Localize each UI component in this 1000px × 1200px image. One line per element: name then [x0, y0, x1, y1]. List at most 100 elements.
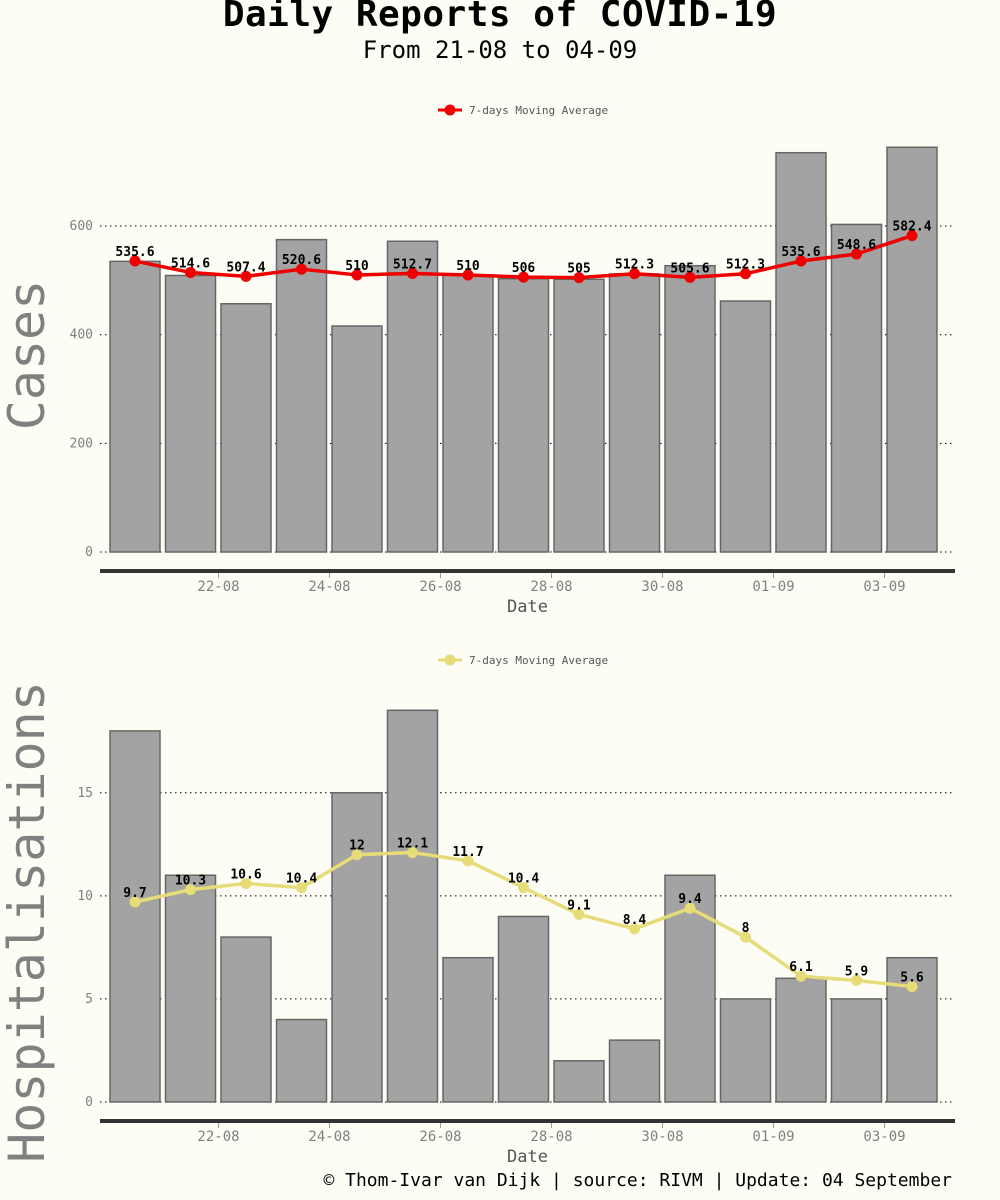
ma-point-25-08 [351, 849, 363, 861]
x-tick-label: 24-08 [308, 1129, 350, 1145]
y-axis-label: Hospitalisations [0, 681, 56, 1163]
ma-point-30-08 [629, 923, 640, 935]
ma-point-28-08 [518, 271, 529, 283]
ma-data-label: 12 [349, 839, 365, 854]
ma-data-label: 507.4 [226, 260, 265, 275]
page-title: Daily Reports of COVID-19 [222, 0, 778, 35]
y-tick-label: 200 [70, 436, 93, 451]
ma-point-27-08 [462, 269, 474, 281]
ma-data-label: 505 [567, 262, 590, 277]
ma-data-label: 8 [742, 921, 750, 936]
bar-21-08 [109, 730, 161, 1103]
x-tick-label: 28-08 [530, 579, 572, 595]
ma-data-label: 535.6 [781, 245, 820, 260]
ma-point-01-09 [740, 268, 751, 280]
bar-22-08 [164, 274, 217, 553]
ma-point-29-08 [573, 908, 585, 920]
ma-point-01-09 [740, 931, 751, 943]
x-tick-label: 03-09 [863, 579, 905, 595]
ma-data-label: 520.6 [282, 253, 321, 268]
ma-data-label: 5.9 [845, 964, 868, 979]
ma-data-label: 506 [512, 261, 536, 276]
x-tick-label: 22-08 [197, 579, 239, 595]
ma-data-label: 9.7 [123, 886, 146, 901]
ma-data-label: 10.6 [230, 867, 261, 882]
ma-data-label: 9.1 [567, 898, 591, 913]
ma-data-label: 514.6 [171, 256, 210, 271]
bar-21-08 [109, 260, 161, 553]
ma-data-label: 11.7 [452, 845, 483, 860]
bar-30-08 [608, 1039, 661, 1103]
bar-28-08 [497, 277, 550, 553]
bar-28-08 [497, 915, 550, 1103]
ma-data-label: 10.4 [508, 872, 539, 887]
ma-point-30-08 [629, 268, 640, 280]
bar-03-09 [830, 223, 883, 553]
ma-data-label: 582.4 [892, 220, 931, 235]
ma-data-label: 510 [345, 259, 369, 274]
bar-24-08 [275, 238, 328, 553]
ma-point-28-08 [518, 882, 529, 894]
ma-point-31-08 [684, 902, 696, 914]
y-tick-label: 10 [77, 889, 93, 904]
bar-22-08 [164, 874, 217, 1103]
bar-30-08 [608, 273, 661, 553]
x-tick-label: 30-08 [641, 579, 683, 595]
x-tick-label: 26-08 [419, 579, 461, 595]
bar-31-08 [664, 264, 716, 553]
footer-credits: © Thom-Ivar van Dijk | source: RIVM | Up… [323, 1170, 952, 1191]
bar-27-08 [442, 274, 494, 553]
ma-point-25-08 [351, 269, 363, 281]
page-subtitle: From 21-08 to 04-09 [362, 36, 638, 64]
hospitalisations-chart: Hospitalisations 0 5 10 15 22-08 24-08 26-08 28-… [0, 654, 955, 1167]
bar-04-09 [886, 146, 938, 553]
legend-label: 7-days Moving Average [469, 104, 608, 117]
ma-point-03-09 [851, 248, 862, 260]
ma-data-label: 10.4 [286, 872, 317, 887]
ma-point-23-08 [240, 877, 252, 889]
ma-data-label: 8.4 [623, 913, 647, 928]
ma-point-27-08 [462, 855, 474, 867]
ma-point-21-08 [129, 255, 141, 267]
ma-point-21-08 [129, 896, 141, 908]
bar-26-08 [386, 709, 439, 1103]
legend-label: 7-days Moving Average [469, 654, 608, 667]
cases-chart: Cases 0 200 400 600 22-08 24-08 26-08 28-08 30-08… [0, 104, 955, 617]
x-tick-label: 26-08 [419, 1129, 461, 1145]
bar-27-08 [442, 956, 494, 1103]
ma-point-03-09 [851, 974, 862, 986]
ma-data-label: 512.7 [393, 257, 432, 272]
bar-02-09 [775, 151, 827, 553]
ma-point-31-08 [684, 271, 696, 283]
ma-data-label: 512.3 [726, 258, 765, 273]
x-axis-label: Date [507, 597, 548, 617]
ma-data-label: 510 [456, 259, 480, 274]
ma-point-26-08 [407, 267, 418, 279]
y-axis-label: Cases [0, 280, 56, 431]
bar-03-09 [830, 998, 883, 1103]
bar-25-08 [331, 325, 383, 553]
ma-data-label: 5.6 [900, 971, 924, 986]
ma-point-22-08 [185, 884, 196, 896]
y-tick-label: 0 [85, 1095, 93, 1110]
x-tick-label: 22-08 [197, 1129, 239, 1145]
x-tick-label: 24-08 [308, 579, 350, 595]
bar-01-09 [719, 998, 772, 1103]
ma-data-label: 12.1 [397, 837, 428, 852]
x-axis-label: Date [507, 1147, 548, 1167]
ma-data-label: 512.3 [615, 258, 654, 273]
ma-point-24-08 [296, 263, 307, 275]
bar-01-09 [719, 300, 772, 553]
ma-point-04-09 [906, 981, 918, 993]
x-tick-label: 03-09 [863, 1129, 905, 1145]
ma-point-02-09 [795, 255, 807, 267]
bar-26-08 [386, 240, 439, 553]
legend-marker [444, 654, 456, 666]
ma-data-label: 535.6 [115, 245, 154, 260]
y-tick-label: 600 [70, 219, 93, 234]
ma-data-label: 548.6 [837, 238, 876, 253]
ma-data-label: 6.1 [789, 960, 813, 975]
y-tick-label: 5 [85, 992, 93, 1007]
ma-point-23-08 [240, 270, 252, 282]
